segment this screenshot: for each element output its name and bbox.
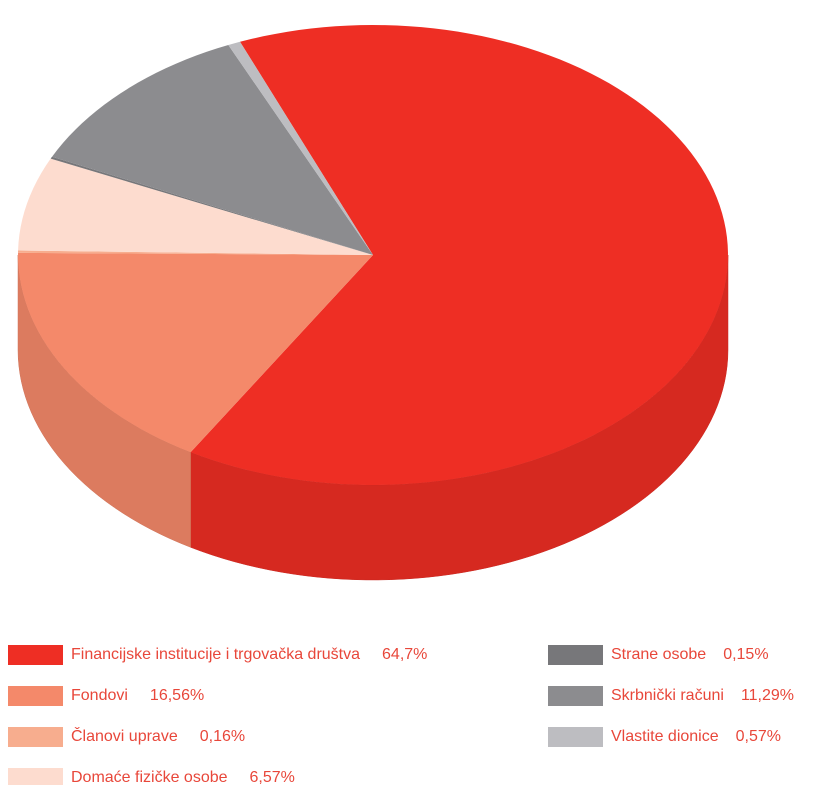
pie-slice (52, 44, 374, 255)
legend-label: Financijske institucije i trgovačka druš… (71, 646, 360, 663)
legend-swatch (8, 768, 63, 785)
pie-slice (18, 158, 373, 255)
legend-value: 64,7% (382, 646, 427, 663)
pie-slice (228, 41, 373, 255)
legend-label: Vlastite dionice (611, 728, 719, 745)
legend-value: 16,56% (150, 687, 204, 704)
legend-value: 0,15% (723, 646, 768, 663)
legend-label: Fondovi (71, 687, 128, 704)
legend-swatch (8, 645, 63, 665)
legend-value: 11,29% (741, 687, 794, 704)
legend-label: Domaće fizičke osobe (71, 769, 228, 785)
legend-swatch (548, 686, 603, 706)
pie-slice (190, 25, 728, 485)
legend-swatch (548, 727, 603, 747)
legend-value: 6,57% (250, 769, 295, 785)
pie-slice (50, 156, 374, 255)
legend-label: Strane osobe (611, 646, 706, 663)
pie-slice (18, 250, 374, 255)
legend-swatch (548, 645, 603, 665)
pie-slice (18, 252, 374, 453)
legend-value: 0,57% (736, 728, 781, 745)
legend-label: Skrbnički računi (611, 687, 724, 704)
legend-swatch (8, 727, 63, 747)
legend-label: Članovi uprave (71, 726, 178, 745)
legend-value: 0,16% (200, 728, 245, 745)
legend-swatch (8, 686, 63, 706)
